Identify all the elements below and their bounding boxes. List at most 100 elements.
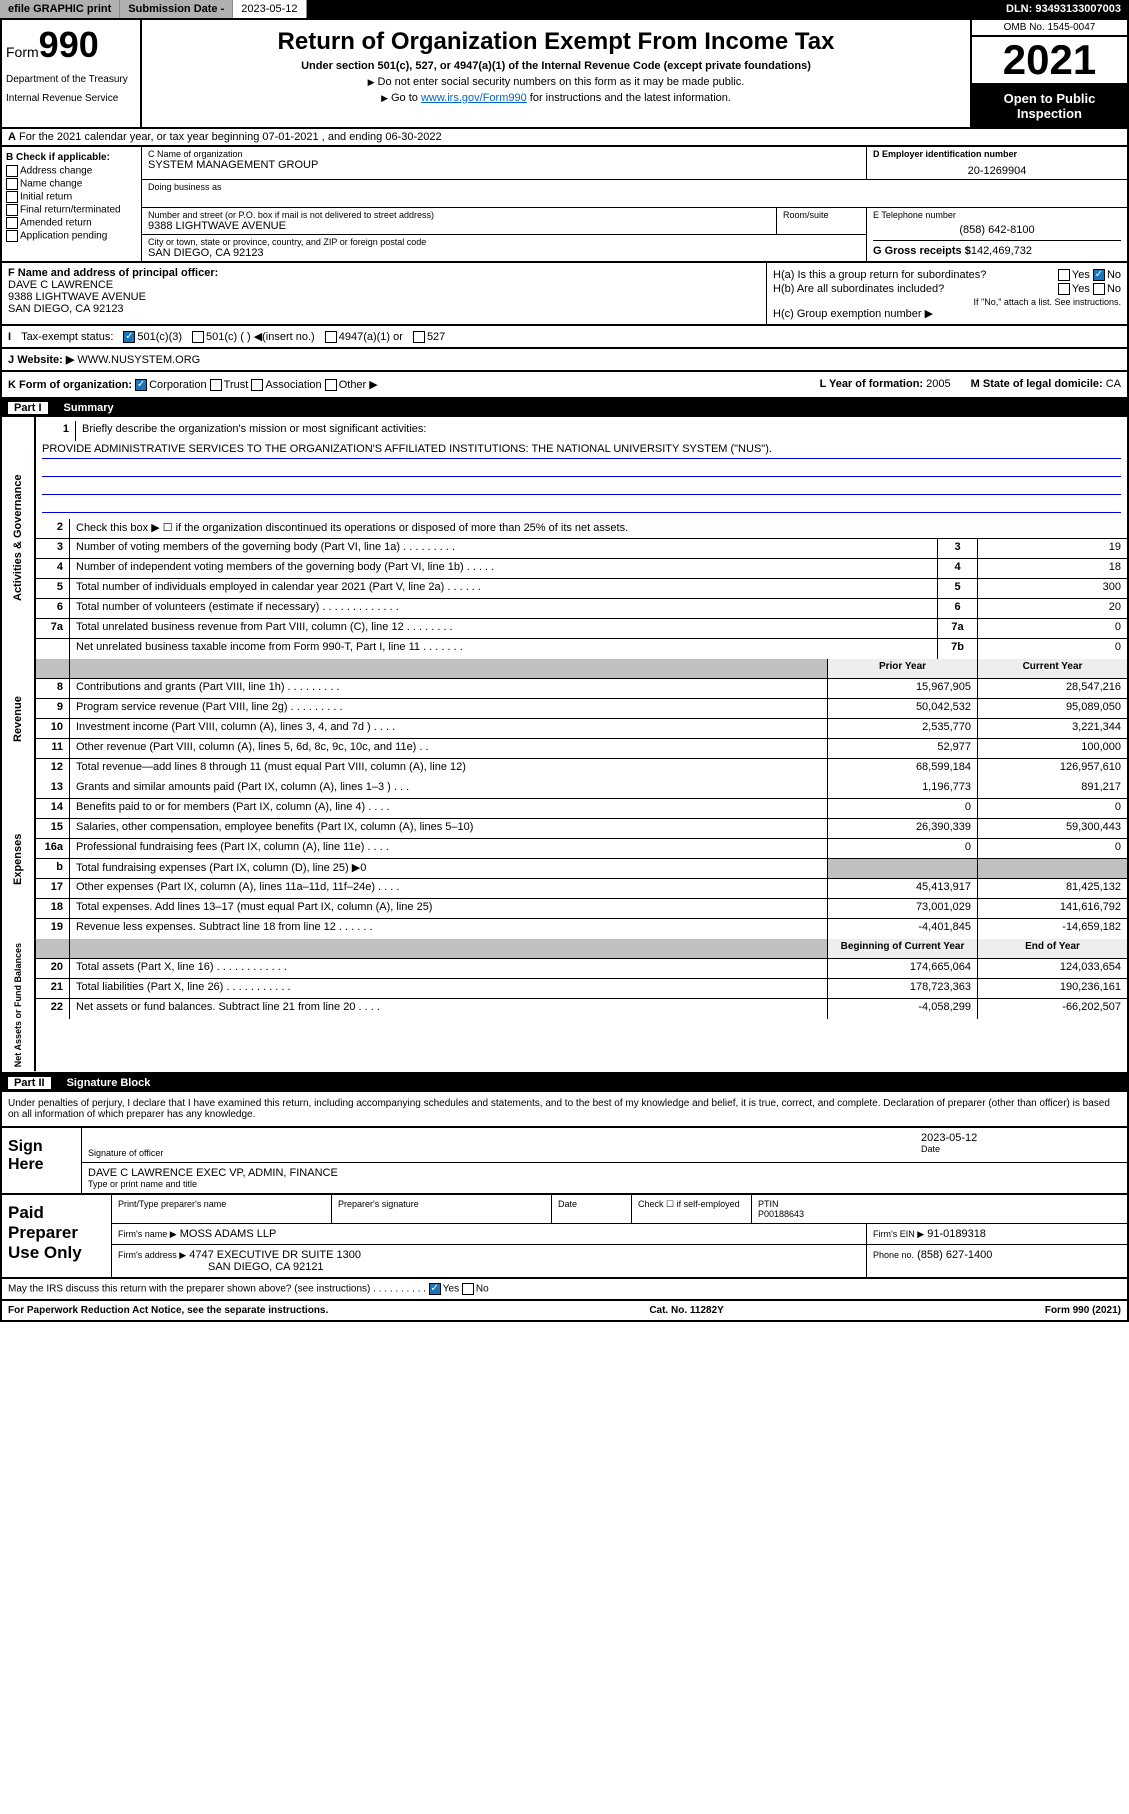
prep-name-label: Print/Type preparer's name: [112, 1195, 332, 1223]
firm-addr: Firm's address ▶ 4747 EXECUTIVE DR SUITE…: [112, 1245, 867, 1277]
section-b-c: B Check if applicable: Address change Na…: [0, 147, 1129, 263]
tax-status-label: Tax-exempt status:: [21, 331, 113, 343]
phone: (858) 642-8100: [873, 224, 1121, 236]
ptin-cell: PTINP00188643: [752, 1195, 1127, 1223]
table-row: 15Salaries, other compensation, employee…: [36, 819, 1127, 839]
dln: DLN: 93493133007003: [998, 0, 1129, 18]
street: 9388 LIGHTWAVE AVENUE: [148, 220, 770, 232]
form-subtitle: Under section 501(c), 527, or 4947(a)(1)…: [150, 60, 962, 72]
row-a-tax-year: A For the 2021 calendar year, or tax yea…: [0, 129, 1129, 147]
opt-501c3[interactable]: 501(c)(3): [123, 331, 182, 343]
cat-no: Cat. No. 11282Y: [649, 1305, 723, 1316]
b-opt-address[interactable]: Address change: [6, 165, 137, 177]
b-opt-pending[interactable]: Application pending: [6, 230, 137, 242]
form-foot: Form 990 (2021): [1045, 1305, 1121, 1316]
table-row: 13Grants and similar amounts paid (Part …: [36, 779, 1127, 799]
b-opt-initial[interactable]: Initial return: [6, 191, 137, 203]
col-beg: Beginning of Current Year: [827, 939, 977, 958]
ein-label: D Employer identification number: [873, 149, 1121, 159]
table-row: 6Total number of volunteers (estimate if…: [36, 599, 1127, 619]
row-i: I Tax-exempt status: 501(c)(3) 501(c) ( …: [0, 326, 1129, 349]
k-other[interactable]: Other ▶: [325, 379, 378, 391]
org-name-label: C Name of organization: [148, 149, 860, 159]
b-opt-name[interactable]: Name change: [6, 178, 137, 190]
section-b: B Check if applicable: Address change Na…: [2, 147, 142, 261]
city-cell: City or town, state or province, country…: [142, 235, 866, 261]
table-row: 12Total revenue—add lines 8 through 11 (…: [36, 759, 1127, 779]
tel-cell: E Telephone number (858) 642-8100 G Gros…: [867, 208, 1127, 261]
k-trust[interactable]: Trust: [210, 379, 249, 391]
col-curr: Current Year: [977, 659, 1127, 678]
opt-527[interactable]: 527: [413, 331, 445, 343]
sig-declaration: Under penalties of perjury, I declare th…: [0, 1092, 1129, 1128]
m-state: M State of legal domicile: CA: [971, 378, 1121, 391]
mission-text: PROVIDE ADMINISTRATIVE SERVICES TO THE O…: [42, 443, 1121, 459]
paid-label: Paid Preparer Use Only: [2, 1195, 112, 1277]
table-row: 8Contributions and grants (Part VIII, li…: [36, 679, 1127, 699]
org-name-cell: C Name of organization SYSTEM MANAGEMENT…: [142, 147, 867, 179]
top-bar: efile GRAPHIC print Submission Date - 20…: [0, 0, 1129, 18]
sig-officer-label: Signature of officer: [88, 1148, 921, 1158]
l1-desc: Briefly describe the organization's miss…: [76, 421, 1121, 441]
row-j: J Website: ▶ WWW.NUSYSTEM.ORG: [0, 349, 1129, 372]
irs: Internal Revenue Service: [6, 93, 136, 104]
sign-here-label: Sign Here: [2, 1128, 82, 1193]
dba-cell: Doing business as: [142, 180, 1127, 208]
dba-label: Doing business as: [148, 182, 1121, 192]
section-f-h: F Name and address of principal officer:…: [0, 263, 1129, 326]
table-row: 11Other revenue (Part VIII, column (A), …: [36, 739, 1127, 759]
hb-label: H(b) Are all subordinates included?: [773, 283, 944, 295]
part2-header: Part IISignature Block: [0, 1074, 1129, 1092]
submission-label: Submission Date -: [120, 0, 233, 18]
city: SAN DIEGO, CA 92123: [148, 247, 860, 259]
b-opt-amended[interactable]: Amended return: [6, 217, 137, 229]
l2-desc: Check this box ▶ ☐ if the organization d…: [70, 519, 1127, 538]
form-title: Return of Organization Exempt From Incom…: [150, 28, 962, 56]
opt-4947[interactable]: 4947(a)(1) or: [325, 331, 403, 343]
side-expenses: Expenses: [2, 779, 36, 939]
form-header: Form990 Department of the Treasury Inter…: [0, 18, 1129, 129]
table-row: 16aProfessional fundraising fees (Part I…: [36, 839, 1127, 859]
k-corp[interactable]: Corporation: [135, 379, 206, 391]
tel-label: E Telephone number: [873, 210, 1121, 220]
firm-ein: Firm's EIN ▶ 91-0189318: [867, 1224, 1127, 1244]
table-row: 14Benefits paid to or for members (Part …: [36, 799, 1127, 819]
omb-number: OMB No. 1545-0047: [972, 20, 1127, 37]
city-label: City or town, state or province, country…: [148, 237, 860, 247]
officer-street: 9388 LIGHTWAVE AVENUE: [8, 291, 760, 303]
pra-notice: For Paperwork Reduction Act Notice, see …: [8, 1305, 328, 1316]
table-row: bTotal fundraising expenses (Part IX, co…: [36, 859, 1127, 879]
table-row: 7aTotal unrelated business revenue from …: [36, 619, 1127, 639]
b-label: B Check if applicable:: [6, 152, 137, 163]
k-assoc[interactable]: Association: [251, 379, 321, 391]
paid-preparer-block: Paid Preparer Use Only Print/Type prepar…: [0, 1195, 1129, 1279]
irs-link[interactable]: www.irs.gov/Form990: [421, 92, 527, 104]
table-row: 18Total expenses. Add lines 13–17 (must …: [36, 899, 1127, 919]
website: WWW.NUSYSTEM.ORG: [77, 354, 200, 366]
b-opt-final[interactable]: Final return/terminated: [6, 204, 137, 216]
room-label: Room/suite: [776, 208, 866, 234]
hb-answer[interactable]: Yes No: [1058, 283, 1121, 295]
prep-self-label: Check ☐ if self-employed: [632, 1195, 752, 1223]
col-end: End of Year: [977, 939, 1127, 958]
ein: 20-1269904: [873, 165, 1121, 177]
prep-sig-label: Preparer's signature: [332, 1195, 552, 1223]
irs-discuss: May the IRS discuss this return with the…: [8, 1283, 489, 1295]
table-row: 17Other expenses (Part IX, column (A), l…: [36, 879, 1127, 899]
table-row: 3Number of voting members of the governi…: [36, 539, 1127, 559]
link-note: Go to www.irs.gov/Form990 for instructio…: [150, 92, 962, 104]
firm-name: Firm's name ▶ MOSS ADAMS LLP: [112, 1224, 867, 1244]
opt-501c[interactable]: 501(c) ( ) ◀(insert no.): [192, 330, 315, 343]
street-label: Number and street (or P.O. box if mail i…: [148, 210, 770, 220]
row-k: K Form of organization: Corporation Trus…: [0, 372, 1129, 399]
table-row: 22Net assets or fund balances. Subtract …: [36, 999, 1127, 1019]
side-netassets: Net Assets or Fund Balances: [2, 939, 36, 1071]
org-name: SYSTEM MANAGEMENT GROUP: [148, 159, 860, 171]
ha-answer[interactable]: Yes No: [1058, 269, 1121, 281]
gross-receipts: G Gross receipts $142,469,732: [873, 240, 1121, 257]
hc-label: H(c) Group exemption number ▶: [773, 307, 1121, 320]
officer-city: SAN DIEGO, CA 92123: [8, 303, 760, 315]
l-year: L Year of formation: 2005: [820, 378, 951, 391]
efile-label[interactable]: efile GRAPHIC print: [0, 0, 120, 18]
table-row: 4Number of independent voting members of…: [36, 559, 1127, 579]
